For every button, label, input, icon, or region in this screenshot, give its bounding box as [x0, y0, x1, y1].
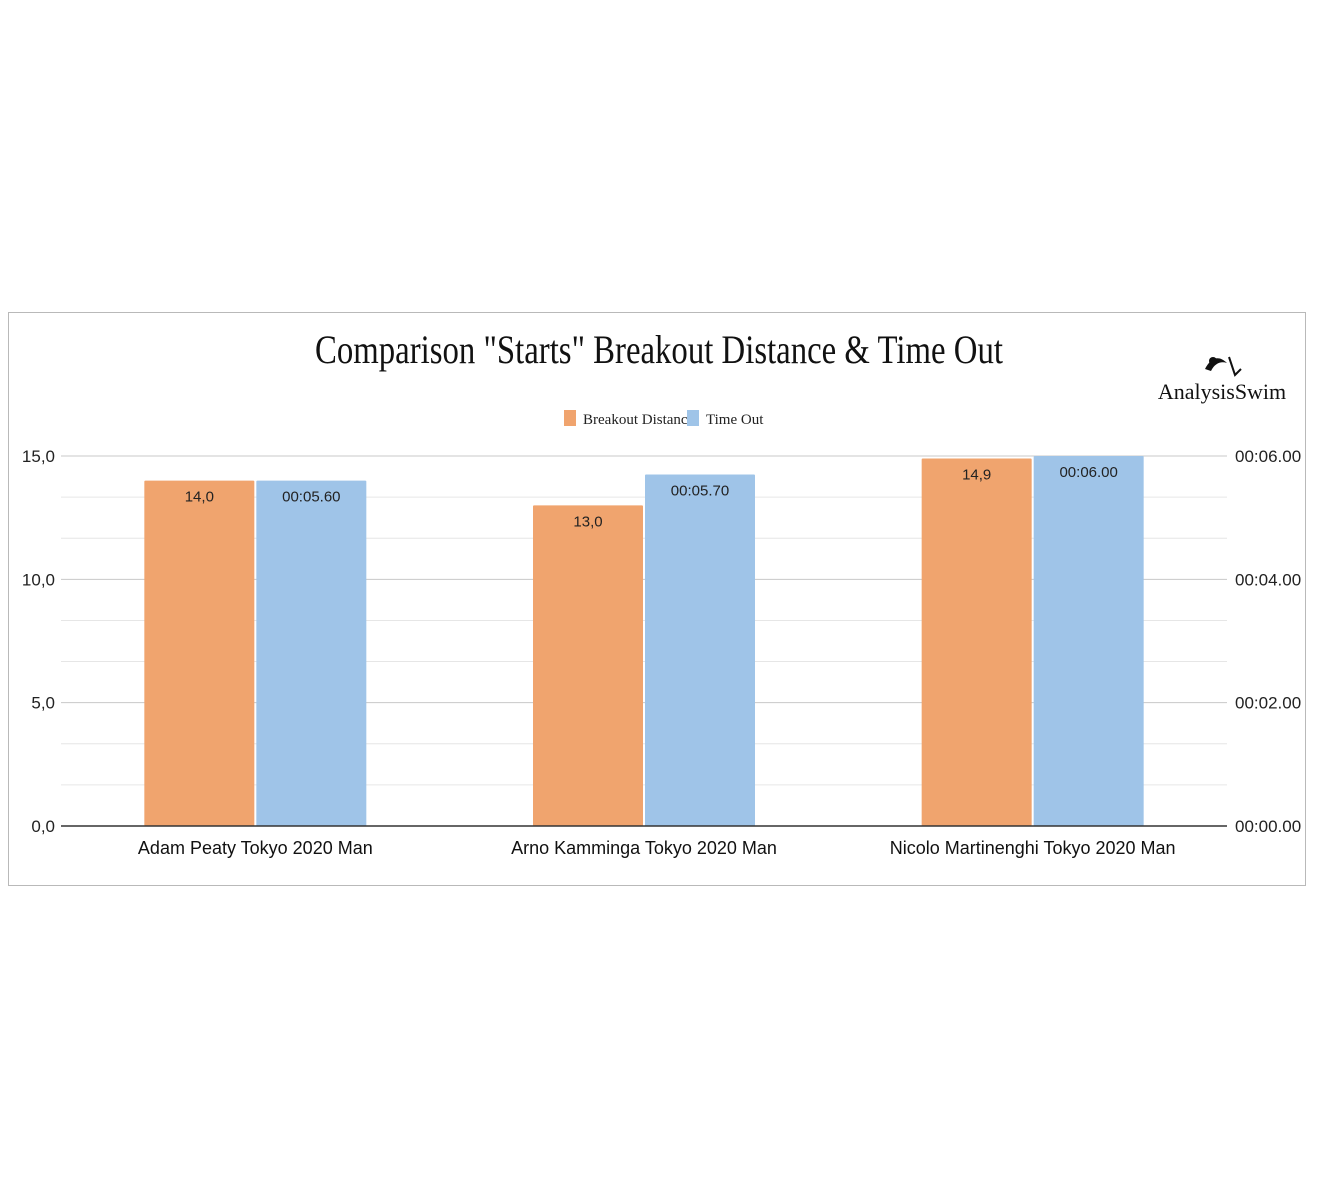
legend-label-time-out: Time Out — [706, 412, 764, 428]
left-axis-ticks: 0,0 5,0 10,0 15,0 — [22, 447, 55, 836]
legend-swatch-time-out — [687, 410, 699, 426]
bar-breakout-distance — [533, 505, 643, 826]
left-axis-tick-label: 0,0 — [31, 817, 55, 836]
category-label: Adam Peaty Tokyo 2020 Man — [138, 838, 373, 858]
data-label: 13,0 — [573, 513, 602, 530]
category-label: Nicolo Martinenghi Tokyo 2020 Man — [890, 838, 1176, 858]
bar-breakout-distance — [921, 458, 1032, 826]
legend: Breakout Distance Time Out — [564, 410, 764, 428]
chart-title: Comparison "Starts" Breakout Distance & … — [315, 327, 1003, 372]
bar-time-out — [645, 474, 755, 826]
data-label: 14,9 — [962, 466, 991, 483]
legend-label-breakout-distance: Breakout Distance — [583, 412, 695, 428]
category-labels: Adam Peaty Tokyo 2020 Man Arno Kamminga T… — [138, 838, 1176, 858]
right-axis-tick-label: 00:04.00 — [1235, 570, 1301, 589]
right-axis-ticks: 00:00.00 00:02.00 00:04.00 00:06.00 — [1235, 447, 1301, 836]
brand-name: AnalysisSwim — [1158, 379, 1286, 404]
analysisswim-logo: AnalysisSwim — [1158, 356, 1286, 404]
chart-canvas: Comparison "Starts" Breakout Distance & … — [22, 327, 1301, 858]
bar-time-out — [1033, 456, 1144, 826]
gridlines — [61, 455, 1227, 786]
left-axis-tick-label: 10,0 — [22, 570, 55, 589]
bar-breakout-distance — [144, 480, 255, 826]
swimmer-icon — [1205, 356, 1242, 377]
chart-frame: Comparison "Starts" Breakout Distance & … — [8, 312, 1306, 886]
data-label: 00:05.70 — [671, 483, 729, 500]
bar-time-out — [256, 480, 367, 826]
data-label: 00:05.60 — [282, 489, 340, 506]
bars — [144, 456, 1144, 826]
left-axis-tick-label: 15,0 — [22, 447, 55, 466]
category-label: Arno Kamminga Tokyo 2020 Man — [511, 838, 777, 858]
right-axis-tick-label: 00:02.00 — [1235, 694, 1301, 713]
left-axis-tick-label: 5,0 — [31, 694, 55, 713]
data-label: 00:06.00 — [1059, 464, 1117, 481]
data-label: 14,0 — [185, 489, 214, 506]
right-axis-tick-label: 00:06.00 — [1235, 447, 1301, 466]
right-axis-tick-label: 00:00.00 — [1235, 817, 1301, 836]
data-labels: 14,0 00:05.60 13,0 00:05.70 14,9 00:06.00 — [185, 464, 1118, 530]
legend-swatch-breakout-distance — [564, 410, 576, 426]
